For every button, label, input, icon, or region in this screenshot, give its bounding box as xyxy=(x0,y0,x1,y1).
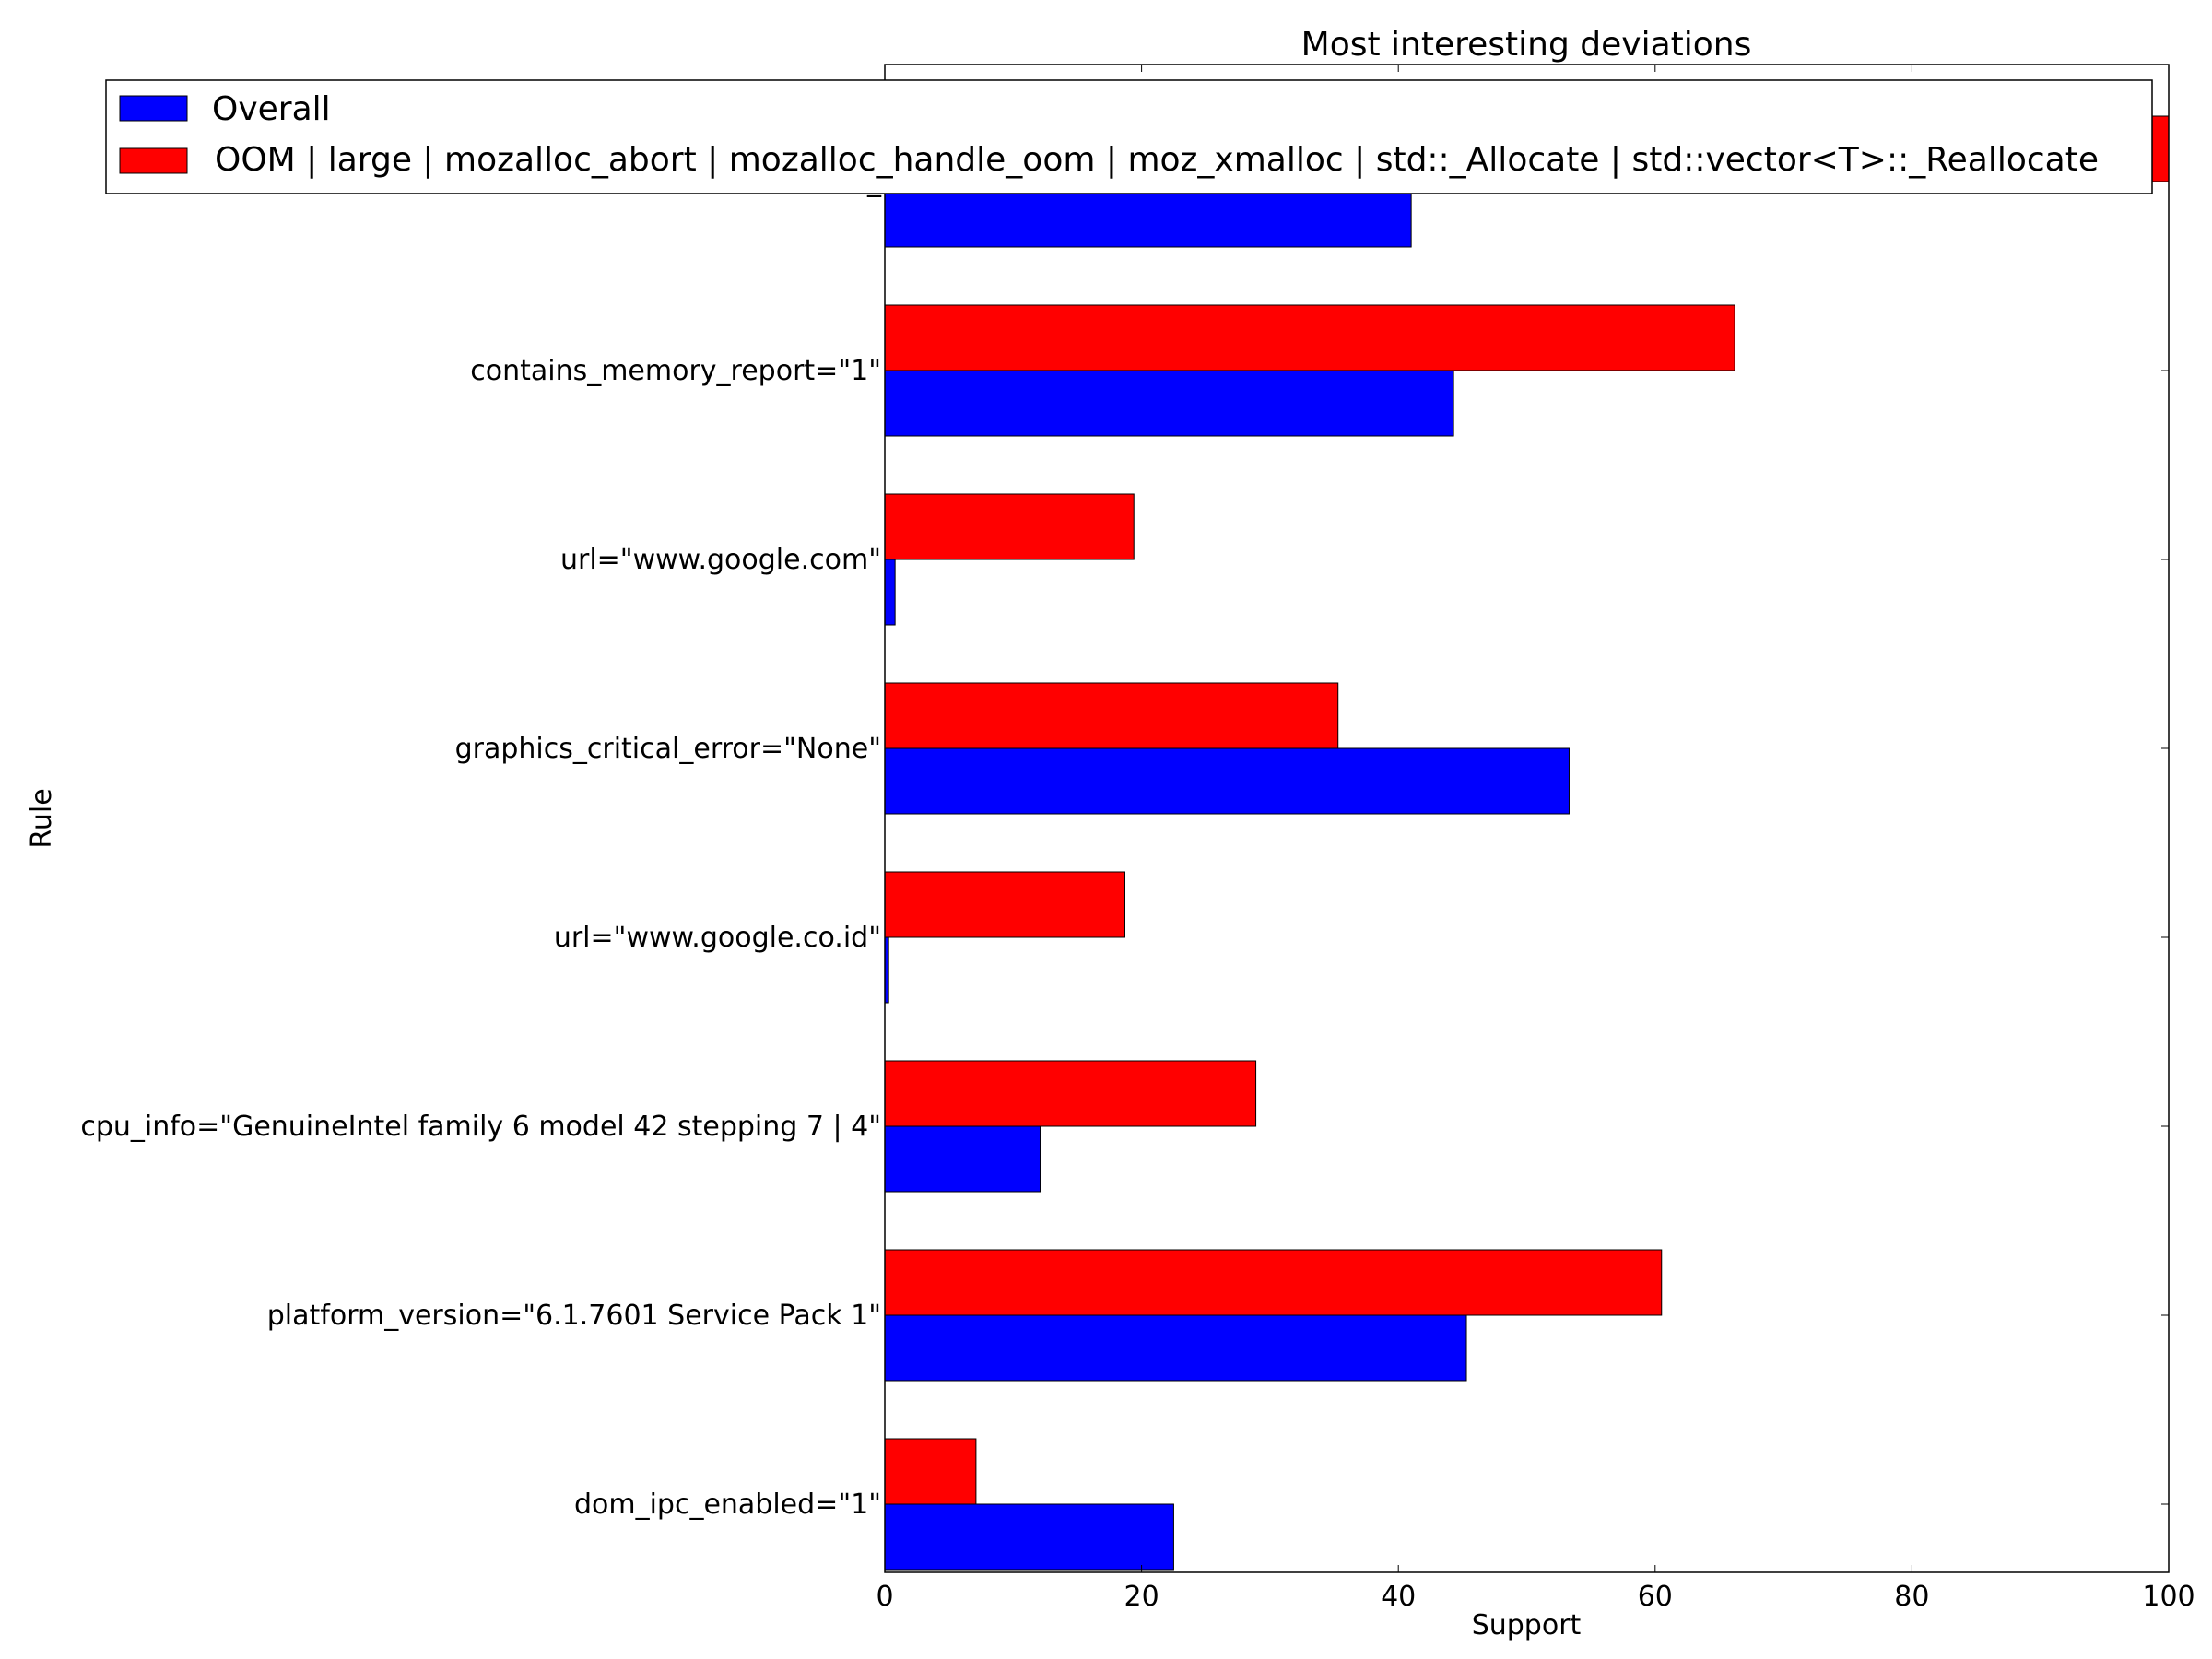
bar-oom-3 xyxy=(885,871,1125,938)
x-axis-label: Support xyxy=(1472,1609,1582,1641)
bar-oom-6 xyxy=(885,304,1735,371)
bar-overall-4 xyxy=(885,747,1570,815)
bar-oom-2 xyxy=(885,1060,1257,1127)
legend-label-overall: Overall xyxy=(212,90,331,128)
legend-box xyxy=(105,79,2153,194)
bar-overall-1 xyxy=(885,1314,1467,1382)
bar-overall-5 xyxy=(885,559,896,626)
x-tick-label: 20 xyxy=(1124,1581,1159,1613)
bar-oom-4 xyxy=(885,682,1339,749)
y-axis-label: Rule xyxy=(26,788,58,848)
legend-swatch-oom xyxy=(119,147,188,174)
bar-oom-1 xyxy=(885,1249,1663,1316)
bar-oom-5 xyxy=(885,493,1135,560)
category-labels: dom_ipc_enabled="1" platform_version="6.1… xyxy=(80,166,882,1521)
legend: Overall OOM | large | mozalloc_abort | m… xyxy=(105,79,2153,194)
x-tick-label: 100 xyxy=(2142,1581,2194,1613)
x-tick-label: 0 xyxy=(876,1581,893,1613)
bars-layer xyxy=(885,115,2169,1571)
bar-oom-0 xyxy=(885,1438,977,1505)
y-tick-label: graphics_critical_error="None" xyxy=(455,733,881,765)
bar-overall-6 xyxy=(885,370,1454,437)
bar-overall-2 xyxy=(885,1125,1041,1193)
y-tick-label: cpu_info="GenuineIntel family 6 model 42… xyxy=(80,1111,881,1143)
legend-swatch-overall xyxy=(119,95,188,122)
chart-title: Most interesting deviations xyxy=(1301,26,1752,64)
y-tick-label: contains_memory_report="1" xyxy=(470,355,881,387)
x-tick-label: 80 xyxy=(1894,1581,1929,1613)
legend-label-oom: OOM | large | mozalloc_abort | mozalloc_… xyxy=(215,141,2099,179)
bar-overall-0 xyxy=(885,1503,1174,1571)
y-tick-label: dom_ipc_enabled="1" xyxy=(574,1488,881,1521)
tick-layer: 0 20 40 60 80 100 xyxy=(876,65,2195,1613)
y-tick-label: url="www.google.co.id" xyxy=(554,922,881,954)
y-tick-label: platform_version="6.1.7601 Service Pack … xyxy=(267,1300,881,1332)
x-tick-label: 40 xyxy=(1381,1581,1416,1613)
plot-frame xyxy=(884,64,2170,1573)
x-tick-label: 60 xyxy=(1638,1581,1673,1613)
y-tick-label: url="www.google.com" xyxy=(560,544,881,576)
